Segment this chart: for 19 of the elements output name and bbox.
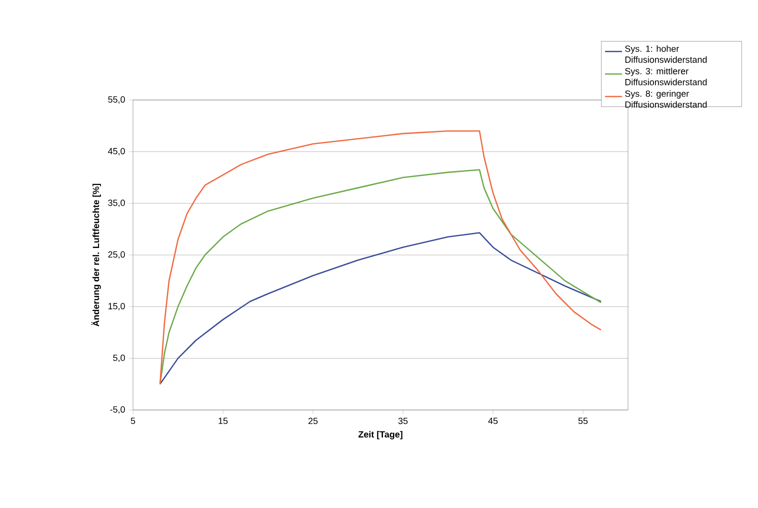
legend-label: Sys. 1: hoher Diffusionswiderstand bbox=[625, 45, 707, 63]
x-tick-label: 35 bbox=[398, 418, 408, 424]
y-axis-title: Änderung der rel. Luftfeuchte [%] bbox=[91, 184, 101, 326]
x-tick-label: 25 bbox=[308, 418, 318, 424]
x-tick-label: 55 bbox=[578, 418, 588, 424]
x-tick-label: 5 bbox=[130, 418, 136, 424]
y-tick-label: 25,0 bbox=[108, 251, 125, 259]
y-tick-label: 5,0 bbox=[113, 354, 125, 362]
y-tick-label: -5,0 bbox=[110, 406, 125, 414]
y-tick-label: 55,0 bbox=[108, 96, 125, 104]
y-tick-label: 15,0 bbox=[108, 302, 125, 310]
legend-label: Sys. 3: mittlerer Diffusionswiderstand bbox=[625, 68, 707, 86]
x-axis-title: Zeit [Tage] bbox=[358, 430, 402, 440]
x-tick-label: 15 bbox=[218, 418, 228, 424]
y-tick-label: 45,0 bbox=[108, 148, 125, 156]
y-tick-label: 35,0 bbox=[108, 200, 125, 208]
line-series bbox=[159, 130, 602, 385]
x-tick-label: 45 bbox=[488, 418, 498, 424]
legend-label: Sys. 8: geringer Diffusionswiderstand bbox=[625, 90, 707, 108]
